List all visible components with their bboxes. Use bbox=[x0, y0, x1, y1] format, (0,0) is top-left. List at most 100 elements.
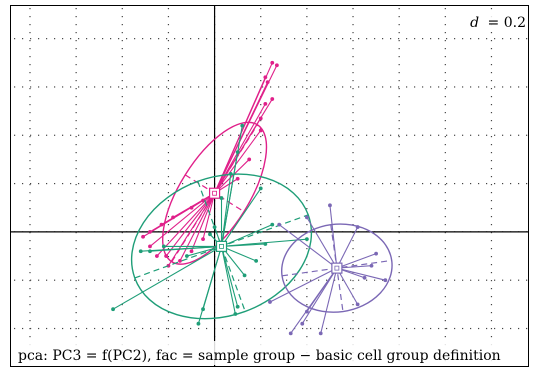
grid-dot bbox=[38, 327, 40, 330]
grid-dot bbox=[121, 32, 123, 34]
grid-dot bbox=[121, 72, 123, 74]
grid-dot bbox=[29, 168, 31, 170]
grid-dot bbox=[444, 280, 446, 282]
grid-dot bbox=[75, 152, 77, 154]
grid-dot bbox=[246, 279, 248, 281]
grid-dot bbox=[166, 134, 168, 136]
centroid-mark bbox=[219, 243, 224, 249]
star-line bbox=[186, 245, 222, 257]
grid-dot bbox=[260, 200, 262, 202]
grid-dot bbox=[294, 38, 296, 40]
grid-dot bbox=[22, 86, 24, 88]
grid-dot bbox=[310, 134, 312, 136]
star-line bbox=[214, 77, 266, 194]
grid-dot bbox=[490, 232, 493, 234]
grid-dot bbox=[167, 128, 170, 130]
grid-dot bbox=[352, 320, 354, 322]
grid-dot bbox=[121, 216, 123, 218]
grid-dot bbox=[167, 24, 170, 26]
grid-dot bbox=[260, 312, 262, 314]
grid-dot bbox=[518, 279, 520, 281]
grid-dot bbox=[260, 248, 262, 250]
grid-dot bbox=[382, 327, 384, 330]
grid-dot bbox=[398, 128, 400, 130]
grid-scale-label: d = 0.2 bbox=[466, 10, 526, 32]
grid-dot bbox=[398, 184, 400, 186]
star-line bbox=[220, 246, 239, 307]
grid-dot bbox=[29, 328, 31, 330]
grid-dot bbox=[174, 182, 176, 185]
data-point bbox=[189, 249, 194, 254]
grid-dot bbox=[30, 327, 32, 330]
grid-dot bbox=[75, 312, 77, 314]
grid-dot bbox=[306, 120, 308, 122]
grid-dot bbox=[260, 72, 262, 74]
data-point bbox=[148, 244, 152, 249]
grid-dot bbox=[167, 336, 170, 338]
grid-dot bbox=[121, 312, 123, 314]
caption-text: pca: PC3 = f(PC2), fac = sample group − … bbox=[18, 348, 501, 364]
grid-dot bbox=[14, 182, 16, 185]
grid-dot bbox=[350, 327, 352, 330]
grid-dot bbox=[174, 38, 176, 40]
grid-dot bbox=[29, 280, 31, 282]
grid-dot bbox=[70, 182, 72, 185]
grid-dot bbox=[38, 134, 40, 136]
grid-dot bbox=[398, 296, 400, 298]
grid-dot bbox=[352, 336, 354, 338]
grid-dot bbox=[294, 182, 296, 185]
grid-dot bbox=[75, 248, 77, 250]
grid-dot bbox=[260, 120, 262, 122]
grid-dot bbox=[306, 168, 308, 170]
grid-dot bbox=[302, 86, 304, 88]
data-point bbox=[369, 263, 374, 268]
grid-dot bbox=[246, 134, 248, 136]
grid-dot bbox=[121, 40, 123, 42]
grid-dot bbox=[326, 38, 328, 40]
grid-dot bbox=[444, 112, 446, 114]
grid-dot bbox=[430, 38, 432, 40]
grid-dot bbox=[46, 86, 48, 88]
grid-dot bbox=[398, 86, 400, 88]
grid-dot bbox=[422, 38, 424, 40]
grid-dot bbox=[54, 279, 56, 281]
grid-dot bbox=[29, 64, 31, 66]
grid-dot bbox=[490, 280, 493, 282]
grid-dot bbox=[30, 38, 32, 40]
grid-dot bbox=[75, 192, 77, 194]
grid-dot bbox=[326, 134, 328, 136]
grid-dot bbox=[262, 182, 264, 185]
grid-dot bbox=[398, 56, 400, 58]
grid-dot bbox=[446, 327, 448, 330]
grid-dot bbox=[398, 256, 400, 258]
data-point bbox=[201, 198, 205, 203]
grid-dot bbox=[238, 86, 240, 88]
grid-dot bbox=[29, 152, 31, 154]
grid-dot bbox=[526, 134, 528, 136]
grid-dot bbox=[150, 182, 152, 185]
grid-dot bbox=[278, 327, 280, 330]
grid-dot bbox=[490, 216, 493, 218]
grid-dot bbox=[167, 272, 170, 274]
grid-dot bbox=[29, 112, 31, 114]
grid-dot bbox=[286, 182, 288, 185]
grid-dot bbox=[350, 182, 352, 185]
grid-dot bbox=[318, 134, 320, 136]
grid-dot bbox=[398, 304, 400, 306]
data-point bbox=[263, 101, 268, 106]
data-point bbox=[201, 307, 205, 312]
grid-dot bbox=[444, 256, 446, 258]
grid-dot bbox=[398, 272, 400, 274]
grid-dot bbox=[398, 160, 400, 162]
star-line bbox=[179, 192, 216, 262]
grid-dot bbox=[478, 38, 480, 40]
grid-dot bbox=[306, 264, 308, 266]
grid-dot bbox=[470, 182, 472, 185]
data-point bbox=[258, 186, 263, 191]
grid-dot bbox=[260, 280, 262, 282]
grid-dot bbox=[366, 327, 368, 330]
grid-dot bbox=[167, 328, 170, 330]
grid-dot bbox=[398, 327, 400, 330]
grid-dot bbox=[182, 38, 184, 40]
